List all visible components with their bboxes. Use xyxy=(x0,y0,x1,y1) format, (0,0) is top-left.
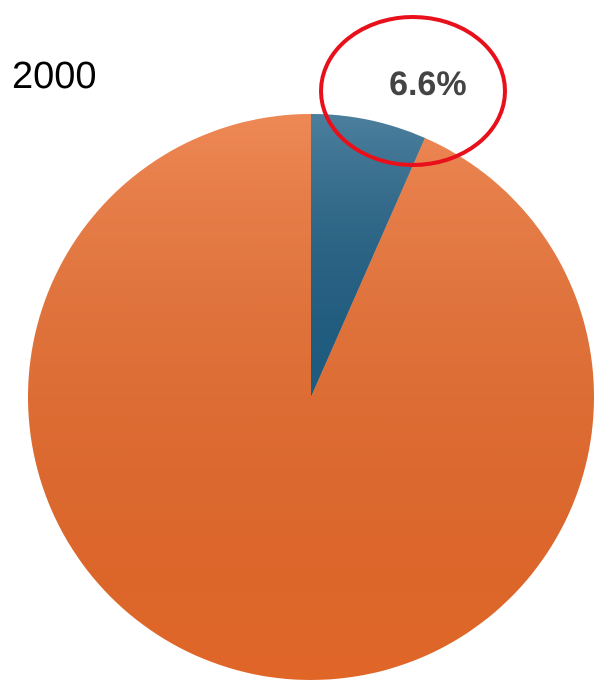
pie xyxy=(28,114,594,680)
slice-shade xyxy=(311,114,426,397)
chart-title: 2000 xyxy=(12,55,97,97)
highlight-circle xyxy=(319,15,507,167)
data-label: 6.6% xyxy=(389,65,467,103)
slice-shade xyxy=(28,114,594,680)
